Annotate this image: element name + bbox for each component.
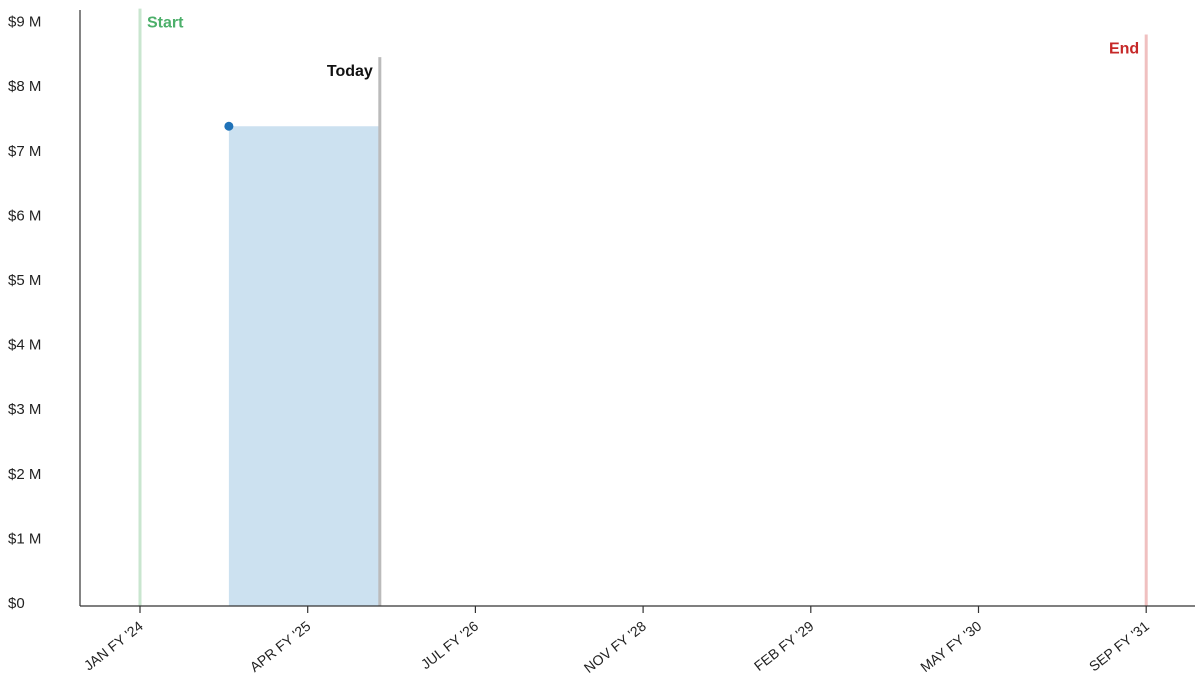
y-tick-label: $3 M — [8, 401, 41, 418]
y-tick-labels: $0 $1 M $2 M $3 M $4 M $5 M $6 M $7 M $8 M $9 M — [8, 14, 41, 612]
y-tick-label: $8 M — [8, 78, 41, 95]
axis-layer — [79, 10, 1195, 607]
x-tick-label: NOV FY '28 — [581, 618, 649, 676]
y-tick-label: $1 M — [8, 530, 41, 547]
x-tick-label: FEB FY '29 — [751, 618, 817, 674]
y-tick-label: $0 — [8, 595, 25, 612]
x-tick-label: JAN FY '24 — [81, 618, 146, 674]
x-tick-label: SEP FY '31 — [1086, 618, 1152, 675]
x-tick-label: APR FY '25 — [247, 618, 314, 675]
end-marker-label: End — [1109, 40, 1139, 57]
y-tick-label: $2 M — [8, 466, 41, 483]
point-layer — [224, 121, 234, 131]
y-tick-label: $5 M — [8, 272, 41, 289]
x-tick-label: JUL FY '26 — [418, 618, 482, 673]
y-tick-label: $7 M — [8, 143, 41, 160]
x-tick-label: MAY FY '30 — [917, 618, 984, 676]
marker-layer: Start Today End — [138, 8, 1148, 606]
y-tick-label: $6 M — [8, 207, 41, 224]
data-point — [224, 121, 234, 131]
y-tick-label: $4 M — [8, 337, 41, 354]
x-tick-labels: JAN FY '24 APR FY '25 JUL FY '26 NOV FY '28… — [81, 606, 1152, 676]
y-tick-label: $9 M — [8, 14, 41, 31]
start-marker-label: Start — [147, 15, 184, 32]
area-layer — [228, 126, 380, 606]
today-marker-label: Today — [327, 63, 373, 80]
area-fill-0 — [228, 126, 380, 606]
